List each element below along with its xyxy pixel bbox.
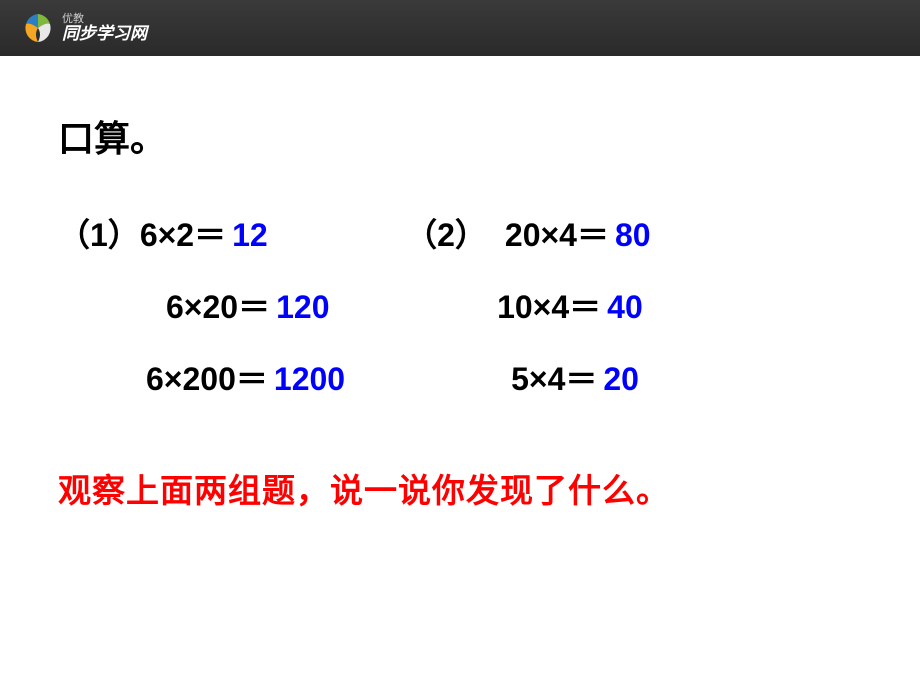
- logo-text: 优教 同步学习网: [62, 13, 147, 44]
- expression: 6×200＝: [146, 354, 268, 400]
- logo-text-main: 同步学习网: [62, 25, 147, 44]
- group-label-1: （1）: [58, 210, 140, 256]
- problem-row: 6×20＝ 120: [58, 282, 345, 328]
- problems-container: （1） 6×2＝ 12 6×20＝ 120 6×200＝ 1200 （2） 20…: [58, 210, 862, 400]
- answer: 80: [615, 217, 651, 254]
- content-area: 口算。 （1） 6×2＝ 12 6×20＝ 120 6×200＝ 1200 （2…: [0, 56, 920, 512]
- expression: 10×4＝: [497, 282, 601, 328]
- answer: 20: [603, 361, 639, 398]
- logo-icon: [20, 10, 56, 46]
- answer: 1200: [274, 361, 345, 398]
- expression: 5×4＝: [511, 354, 597, 400]
- logo-text-small: 优教: [62, 13, 147, 25]
- problem-group-1: （1） 6×2＝ 12 6×20＝ 120 6×200＝ 1200: [58, 210, 345, 400]
- expression: 6×2＝: [140, 210, 226, 256]
- problem-row: 6×200＝ 1200: [58, 354, 345, 400]
- expression: 20×4＝: [505, 210, 609, 256]
- answer: 12: [232, 217, 268, 254]
- expression: 6×20＝: [166, 282, 270, 328]
- answer: 120: [276, 289, 329, 326]
- problem-row: 10×4＝ 40: [405, 282, 651, 328]
- answer: 40: [607, 289, 643, 326]
- header-bar: 优教 同步学习网: [0, 0, 920, 56]
- problem-row: （1） 6×2＝ 12: [58, 210, 345, 256]
- problem-row: 5×4＝ 20: [405, 354, 651, 400]
- page-title: 口算。: [58, 110, 862, 162]
- problem-group-2: （2） 20×4＝ 80 10×4＝ 40 5×4＝ 20: [405, 210, 651, 400]
- problem-row: （2） 20×4＝ 80: [405, 210, 651, 256]
- observation-prompt: 观察上面两组题，说一说你发现了什么。: [58, 464, 862, 512]
- logo: 优教 同步学习网: [20, 10, 147, 46]
- group-label-2: （2）: [405, 210, 487, 256]
